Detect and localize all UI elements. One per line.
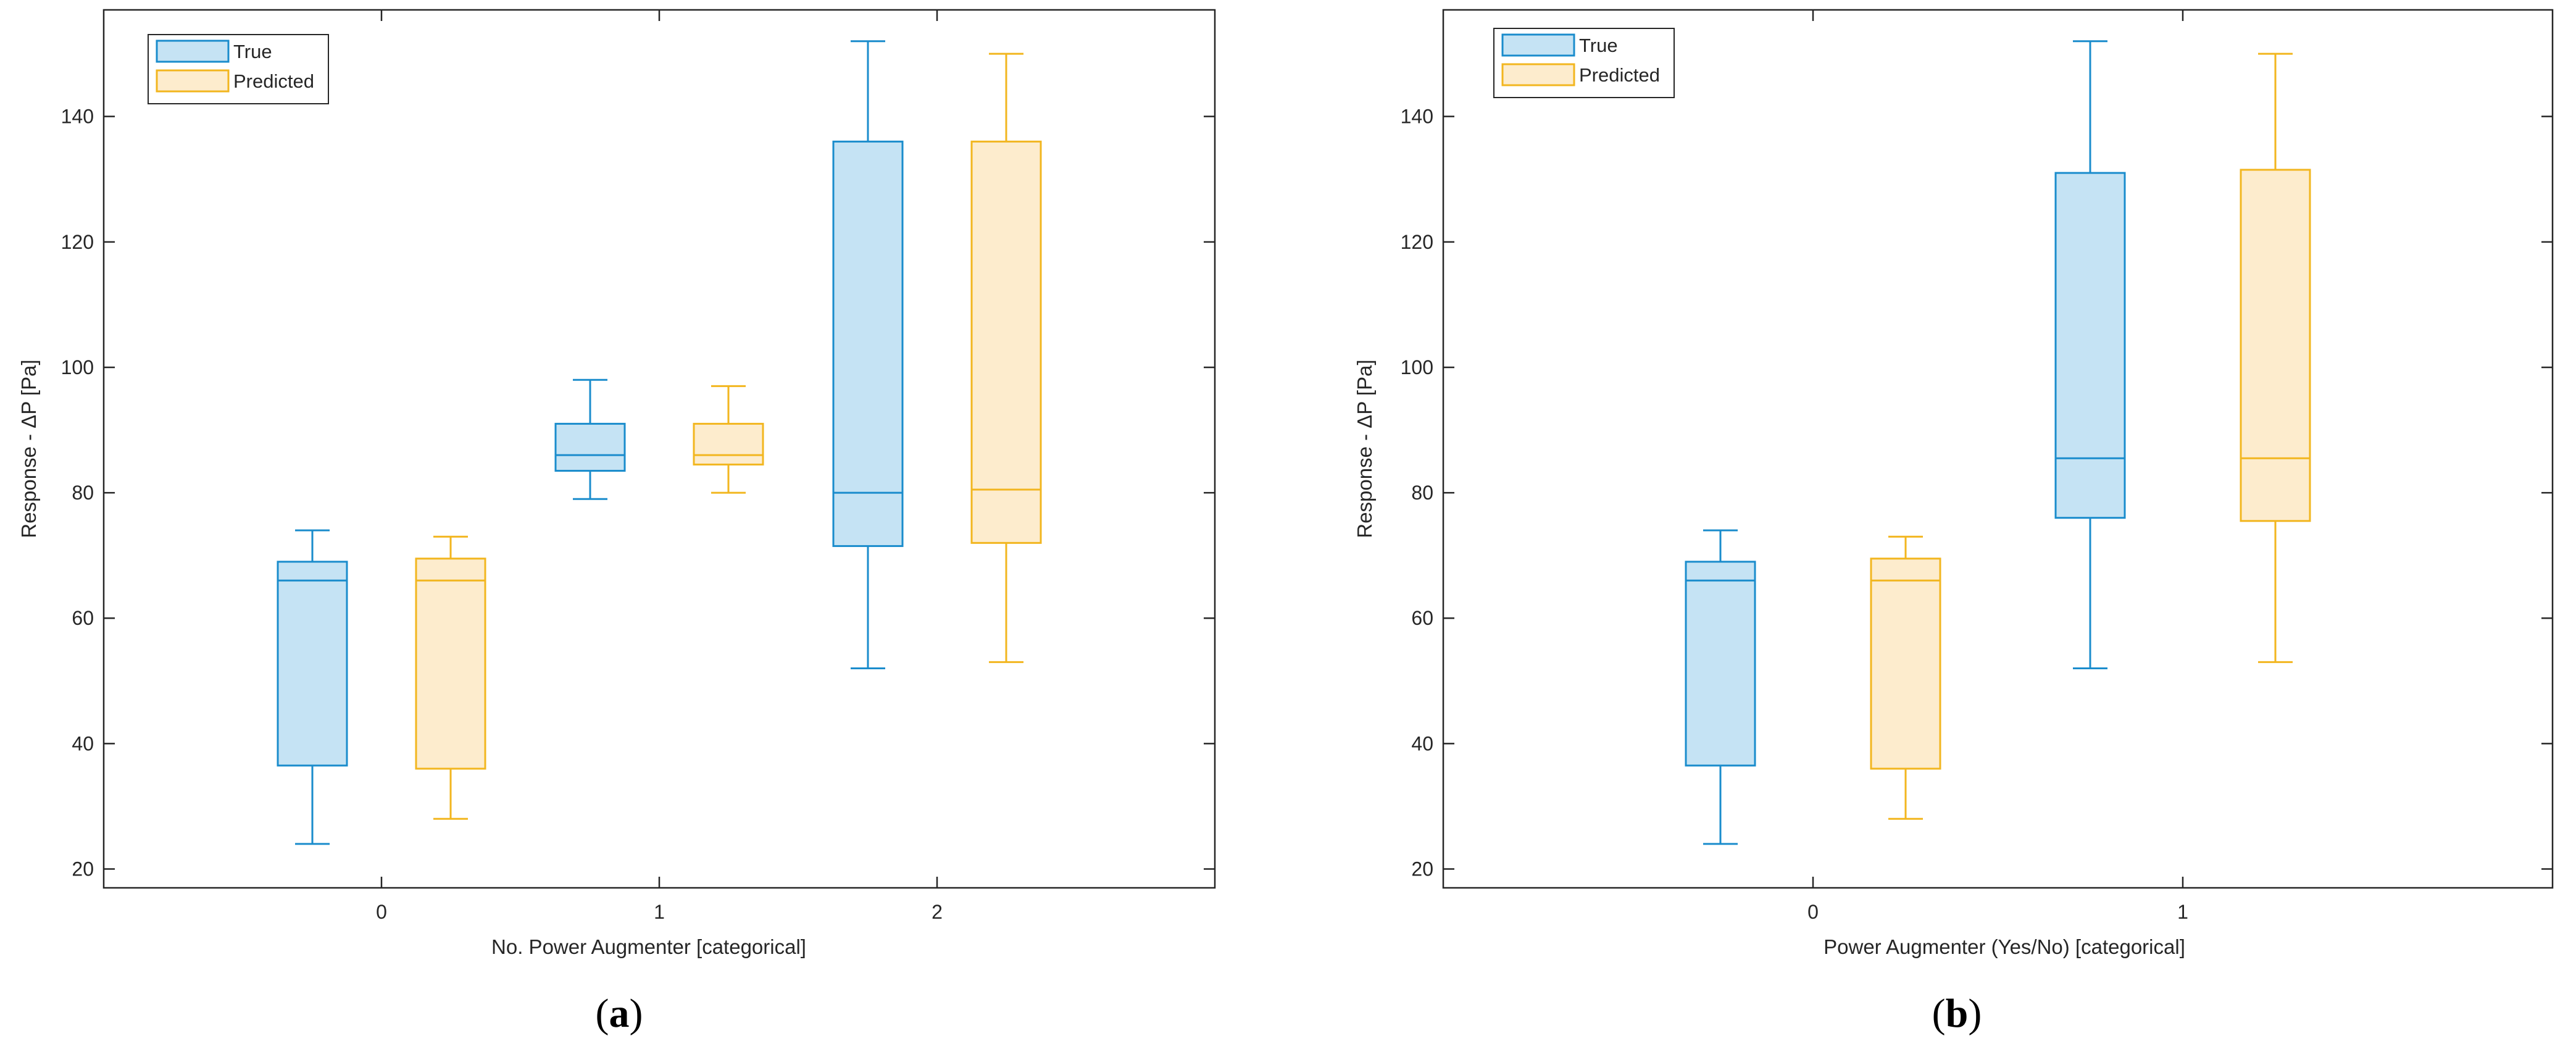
box-1-0 <box>1870 558 1941 770</box>
plot-frame <box>102 9 1216 889</box>
x-tick-label: 0 <box>1807 901 1819 923</box>
box-1-1 <box>693 422 764 466</box>
y-tick-label: 60 <box>72 607 94 629</box>
y-tick-label: 120 <box>1401 231 1433 253</box>
plot-frame <box>1442 9 2554 889</box>
y-tick-label: 40 <box>72 732 94 754</box>
y-tick-label: 40 <box>1411 732 1433 754</box>
panel-b: 20 40 60 80 100 120 140 0 1 Power Augmenter (Yes/… <box>1353 9 2554 958</box>
y-tick-label: 20 <box>72 858 94 880</box>
y-tick-label: 140 <box>1401 106 1433 128</box>
y-tick-label: 20 <box>1411 858 1433 880</box>
y-axis-label: Response - ΔP [Pa] <box>1353 359 1376 538</box>
box-1-0 <box>415 558 486 770</box>
box-0-0 <box>277 561 348 767</box>
legend-label-true: True <box>1579 35 1618 56</box>
y-axis-label: Response - ΔP [Pa] <box>17 359 40 538</box>
caption-b: (b) <box>1932 991 1982 1036</box>
y-tick-label: 80 <box>1411 482 1433 504</box>
legend-swatch-true <box>1501 33 1575 57</box>
x-axis-label: Power Augmenter (Yes/No) [categorical] <box>1824 935 2185 958</box>
box-0-1 <box>554 422 626 472</box>
caption-a: (a) <box>596 991 643 1036</box>
x-axis-label: No. Power Augmenter [categorical] <box>491 935 806 958</box>
y-tick-label: 140 <box>61 106 94 128</box>
x-tick-label: 1 <box>2177 901 2188 923</box>
box-1-2 <box>970 140 1042 544</box>
legend-label-true: True <box>233 41 272 62</box>
box-0-2 <box>832 140 904 547</box>
panel-a: 20 40 60 80 100 120 140 0 1 2 No. Power Augmenter … <box>17 9 1216 958</box>
legend-swatch-predicted <box>1501 63 1575 86</box>
box-0-0 <box>1685 561 1756 767</box>
y-tick-label: 60 <box>1411 607 1433 629</box>
y-tick-label: 100 <box>1401 356 1433 378</box>
x-tick-label: 2 <box>932 901 943 923</box>
box-1-1 <box>2240 169 2311 522</box>
legend-swatch-predicted <box>156 69 230 93</box>
y-tick-label: 80 <box>72 482 94 504</box>
y-tick-label: 100 <box>61 356 94 378</box>
legend-swatch-true <box>156 40 230 63</box>
legend-label-predicted: Predicted <box>1579 64 1660 86</box>
y-tick-label: 120 <box>61 231 94 253</box>
x-tick-label: 0 <box>376 901 387 923</box>
legend-label-predicted: Predicted <box>233 70 314 92</box>
box-0-1 <box>2054 172 2126 519</box>
x-tick-label: 1 <box>654 901 665 923</box>
